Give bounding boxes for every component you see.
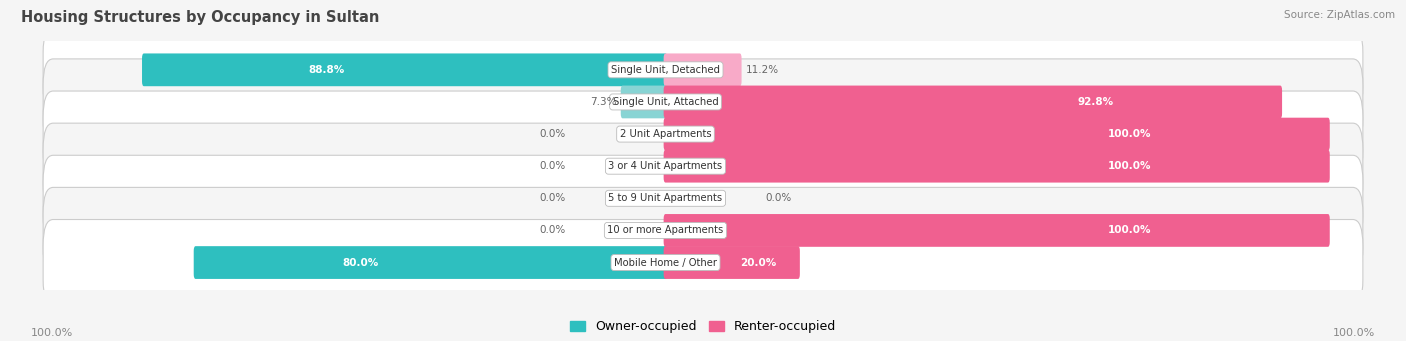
FancyBboxPatch shape <box>44 27 1362 113</box>
Text: 11.2%: 11.2% <box>747 65 779 75</box>
FancyBboxPatch shape <box>664 118 1330 150</box>
FancyBboxPatch shape <box>44 91 1362 177</box>
FancyBboxPatch shape <box>44 155 1362 241</box>
Text: Housing Structures by Occupancy in Sultan: Housing Structures by Occupancy in Sulta… <box>21 10 380 25</box>
Text: 0.0%: 0.0% <box>540 225 565 235</box>
FancyBboxPatch shape <box>44 188 1362 273</box>
FancyBboxPatch shape <box>664 214 1330 247</box>
Text: 0.0%: 0.0% <box>540 193 565 203</box>
Text: Mobile Home / Other: Mobile Home / Other <box>614 257 717 268</box>
FancyBboxPatch shape <box>664 54 741 86</box>
Text: 100.0%: 100.0% <box>1333 328 1375 338</box>
Legend: Owner-occupied, Renter-occupied: Owner-occupied, Renter-occupied <box>565 315 841 338</box>
Text: 2 Unit Apartments: 2 Unit Apartments <box>620 129 711 139</box>
Text: 88.8%: 88.8% <box>308 65 344 75</box>
Text: 100.0%: 100.0% <box>31 328 73 338</box>
Text: 0.0%: 0.0% <box>540 161 565 171</box>
FancyBboxPatch shape <box>664 86 1282 118</box>
Text: 0.0%: 0.0% <box>540 129 565 139</box>
Text: 92.8%: 92.8% <box>1078 97 1114 107</box>
FancyBboxPatch shape <box>621 86 668 118</box>
Text: Source: ZipAtlas.com: Source: ZipAtlas.com <box>1284 10 1395 20</box>
Text: 3 or 4 Unit Apartments: 3 or 4 Unit Apartments <box>609 161 723 171</box>
FancyBboxPatch shape <box>44 220 1362 306</box>
FancyBboxPatch shape <box>44 59 1362 145</box>
Text: 10 or more Apartments: 10 or more Apartments <box>607 225 724 235</box>
Text: 100.0%: 100.0% <box>1108 225 1152 235</box>
Text: 100.0%: 100.0% <box>1108 129 1152 139</box>
FancyBboxPatch shape <box>44 123 1362 209</box>
Text: Single Unit, Detached: Single Unit, Detached <box>612 65 720 75</box>
Text: 20.0%: 20.0% <box>740 257 776 268</box>
Text: 80.0%: 80.0% <box>342 257 378 268</box>
FancyBboxPatch shape <box>664 150 1330 182</box>
Text: 100.0%: 100.0% <box>1108 161 1152 171</box>
Text: 7.3%: 7.3% <box>591 97 616 107</box>
Text: 5 to 9 Unit Apartments: 5 to 9 Unit Apartments <box>609 193 723 203</box>
FancyBboxPatch shape <box>194 246 668 279</box>
FancyBboxPatch shape <box>142 54 668 86</box>
Text: 0.0%: 0.0% <box>765 193 792 203</box>
FancyBboxPatch shape <box>664 246 800 279</box>
Text: Single Unit, Attached: Single Unit, Attached <box>613 97 718 107</box>
